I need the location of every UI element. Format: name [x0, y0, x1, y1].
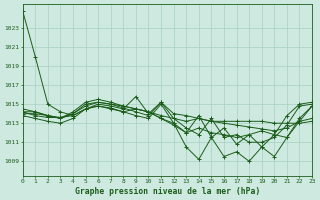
X-axis label: Graphe pression niveau de la mer (hPa): Graphe pression niveau de la mer (hPa)	[75, 187, 260, 196]
